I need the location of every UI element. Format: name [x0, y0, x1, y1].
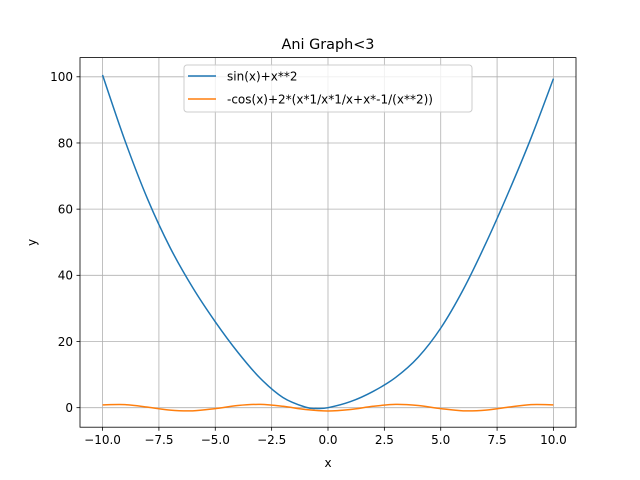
x-tick-label: 5.0 — [431, 433, 450, 447]
y-axis-label: y — [25, 239, 39, 246]
chart-title: Ani Graph<3 — [282, 37, 375, 53]
y-tick-label: 20 — [58, 335, 73, 349]
series-lines — [101, 74, 555, 412]
x-tick-label: 7.5 — [488, 433, 507, 447]
x-tick-label: 10.0 — [540, 433, 567, 447]
y-tick-label: 80 — [58, 136, 73, 150]
y-tick-label: 60 — [58, 202, 73, 216]
y-axis-ticks: 0 20 40 60 80 100 — [50, 70, 80, 415]
x-tick-label: 0.0 — [318, 433, 337, 447]
legend-label-series-2: -cos(x)+2*(x*1/x*1/x+x*-1/(x**2)) — [227, 93, 433, 107]
series-line-2 — [102, 403, 554, 412]
x-tick-label: −2.5 — [257, 433, 286, 447]
x-axis-label: x — [324, 456, 331, 470]
y-tick-label: 100 — [50, 70, 73, 84]
x-axis-ticks: −10.0 −7.5 −5.0 −2.5 0.0 2.5 5.0 7.5 10.0 — [84, 427, 567, 447]
legend-box — [183, 64, 473, 113]
series-line-1 — [101, 74, 555, 410]
y-tick-label: 40 — [58, 269, 73, 283]
x-tick-label: −10.0 — [84, 433, 121, 447]
y-tick-label: 0 — [65, 401, 73, 415]
legend: sin(x)+x**2 -cos(x)+2*(x*1/x*1/x+x*-1/(x… — [183, 64, 473, 113]
x-tick-label: −7.5 — [144, 433, 173, 447]
x-tick-label: 2.5 — [375, 433, 394, 447]
legend-label-series-1: sin(x)+x**2 — [227, 70, 297, 84]
x-tick-label: −5.0 — [201, 433, 230, 447]
